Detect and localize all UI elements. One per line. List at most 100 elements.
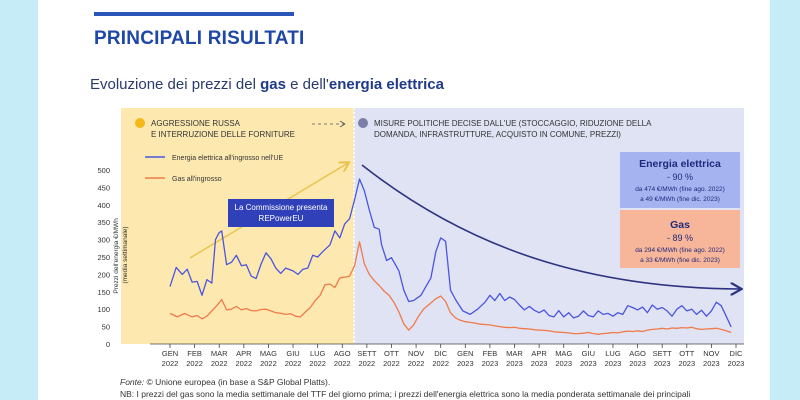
footer-source-label: Fonte: — [120, 377, 145, 387]
y-tick-label: 50 — [102, 323, 110, 332]
chart-title-pre: Evoluzione dei prezzi del — [90, 76, 261, 93]
x-tick-month: OTT — [679, 349, 694, 358]
x-tick-year: 2022 — [162, 359, 179, 368]
chart-title-mid: e dell' — [285, 76, 329, 93]
x-tick-month: AGO — [334, 349, 351, 358]
x-tick-year: 2023 — [703, 359, 720, 368]
x-tick-month: APR — [236, 349, 252, 358]
electricity-box-from: da 474 €/MWh (fine ago. 2022) — [635, 186, 725, 193]
x-tick-year: 2023 — [531, 359, 548, 368]
x-tick-month: NOV — [703, 349, 719, 358]
x-tick-month: GEN — [162, 349, 178, 358]
electricity-box-to: a 49 €/MWh (fine dic. 2023) — [640, 196, 720, 203]
x-tick-month: LUG — [310, 349, 326, 358]
y-tick-label: 350 — [97, 218, 110, 227]
chart-title: Evoluzione dei prezzi del gas e dell'ene… — [90, 76, 444, 93]
x-tick-year: 2023 — [678, 359, 695, 368]
x-tick-year: 2023 — [506, 359, 523, 368]
x-tick-year: 2023 — [605, 359, 622, 368]
phase-right-label-2: DOMANDA, INFRASTRUTTURE, ACQUISTO IN COM… — [374, 130, 621, 139]
x-axis: GEN2022FEB2022MAR2022APR2022MAG2022GIU20… — [150, 343, 745, 368]
legend-label: Energia elettrica all'ingrosso nell'UE — [172, 155, 284, 162]
x-tick-year: 2022 — [334, 359, 351, 368]
x-tick-year: 2022 — [432, 359, 449, 368]
x-tick-year: 2022 — [309, 359, 326, 368]
y-axis-title: Prezzi dell'energia €/MWh (media settima… — [113, 216, 129, 293]
x-tick-month: AGO — [629, 349, 646, 358]
x-tick-year: 2022 — [235, 359, 252, 368]
x-tick-month: SETT — [653, 349, 673, 358]
x-tick-month: APR — [531, 349, 547, 358]
x-tick-year: 2022 — [260, 359, 277, 368]
section-title: PRINCIPALI RISULTATI — [94, 28, 305, 49]
x-tick-month: SETT — [357, 349, 377, 358]
y-axis-title-line2: (media settimanale) — [122, 226, 129, 283]
gas-box-to: a 33 €/MWh (fine dic. 2023) — [640, 257, 720, 264]
right-decor-band — [770, 0, 800, 400]
x-tick-month: NOV — [408, 349, 424, 358]
x-tick-month: MAG — [555, 349, 572, 358]
y-tick-label: 450 — [97, 183, 110, 192]
electricity-box-pct: - 90 % — [667, 172, 693, 182]
legend-label: Gas all'ingrosso — [172, 176, 222, 183]
x-tick-month: DIC — [730, 349, 744, 358]
series-line-electricity — [169, 178, 732, 328]
x-tick-month: MAR — [506, 349, 523, 358]
x-tick-month: FEB — [187, 349, 202, 358]
x-tick-year: 2023 — [728, 359, 745, 368]
x-tick-year: 2023 — [629, 359, 646, 368]
x-tick-year: 2022 — [285, 359, 302, 368]
phase-left-label-1: AGGRESSIONE RUSSA — [151, 119, 241, 128]
y-tick-label: 0 — [106, 340, 110, 349]
x-tick-year: 2023 — [457, 359, 474, 368]
series-line-gas — [169, 241, 732, 335]
y-axis: 0 50 100 150 200 250 300 350 400 450 500 — [97, 166, 110, 349]
annotation-line1: La Commissione presenta — [235, 203, 328, 212]
y-tick-label: 500 — [97, 166, 110, 175]
x-tick-year: 2023 — [654, 359, 671, 368]
x-tick-year: 2023 — [555, 359, 572, 368]
y-tick-label: 300 — [97, 236, 110, 245]
x-tick-year: 2022 — [186, 359, 203, 368]
y-tick-label: 200 — [97, 270, 110, 279]
x-tick-month: DIC — [434, 349, 448, 358]
x-tick-month: GIU — [286, 349, 299, 358]
x-tick-month: GIU — [582, 349, 595, 358]
left-decor-band — [0, 0, 38, 400]
x-tick-month: LUG — [605, 349, 621, 358]
x-tick-month: GEN — [457, 349, 473, 358]
x-tick-year: 2022 — [408, 359, 425, 368]
y-tick-label: 150 — [97, 288, 110, 297]
footer-note: NB: I prezzi del gas sono la media setti… — [120, 389, 691, 399]
y-axis-title-line1: Prezzi dell'energia €/MWh — [113, 218, 120, 294]
x-tick-year: 2022 — [383, 359, 400, 368]
section-rule — [94, 12, 294, 16]
x-tick-year: 2023 — [482, 359, 499, 368]
phase-right-dot-icon — [358, 118, 368, 128]
annotation-box — [228, 199, 334, 227]
gas-box-title: Gas — [670, 219, 690, 231]
phase-right-label-1: MISURE POLITICHE DECISE DALL'UE (STOCCAG… — [374, 119, 652, 128]
electricity-box — [620, 152, 740, 208]
annotation-line2: REPowerEU — [259, 214, 304, 223]
electricity-box-title: Energia elettrica — [639, 158, 721, 170]
y-tick-label: 400 — [97, 201, 110, 210]
x-tick-year: 2022 — [211, 359, 228, 368]
series-group — [169, 178, 732, 335]
gas-box — [620, 210, 740, 268]
legend: Energia elettrica all'ingrosso nell'UE Ga… — [145, 155, 284, 183]
footer-source-text: © Unione europea (in base a S&P Global P… — [144, 377, 331, 387]
x-tick-month: OTT — [384, 349, 399, 358]
chart-title-bold-energy: energia elettrica — [328, 76, 444, 93]
decline-arrow — [361, 164, 740, 289]
x-tick-year: 2022 — [359, 359, 376, 368]
gas-box-pct: - 89 % — [667, 233, 693, 243]
phase-left-label-2: E INTERRUZIONE DELLE FORNITURE — [151, 130, 295, 139]
phase-arrow-head — [339, 120, 346, 128]
footer-source: Fonte: © Unione europea (in base a S&P G… — [120, 377, 330, 387]
x-tick-month: FEB — [483, 349, 498, 358]
x-tick-month: MAG — [260, 349, 277, 358]
x-tick-month: MAR — [211, 349, 228, 358]
x-tick-year: 2023 — [580, 359, 597, 368]
